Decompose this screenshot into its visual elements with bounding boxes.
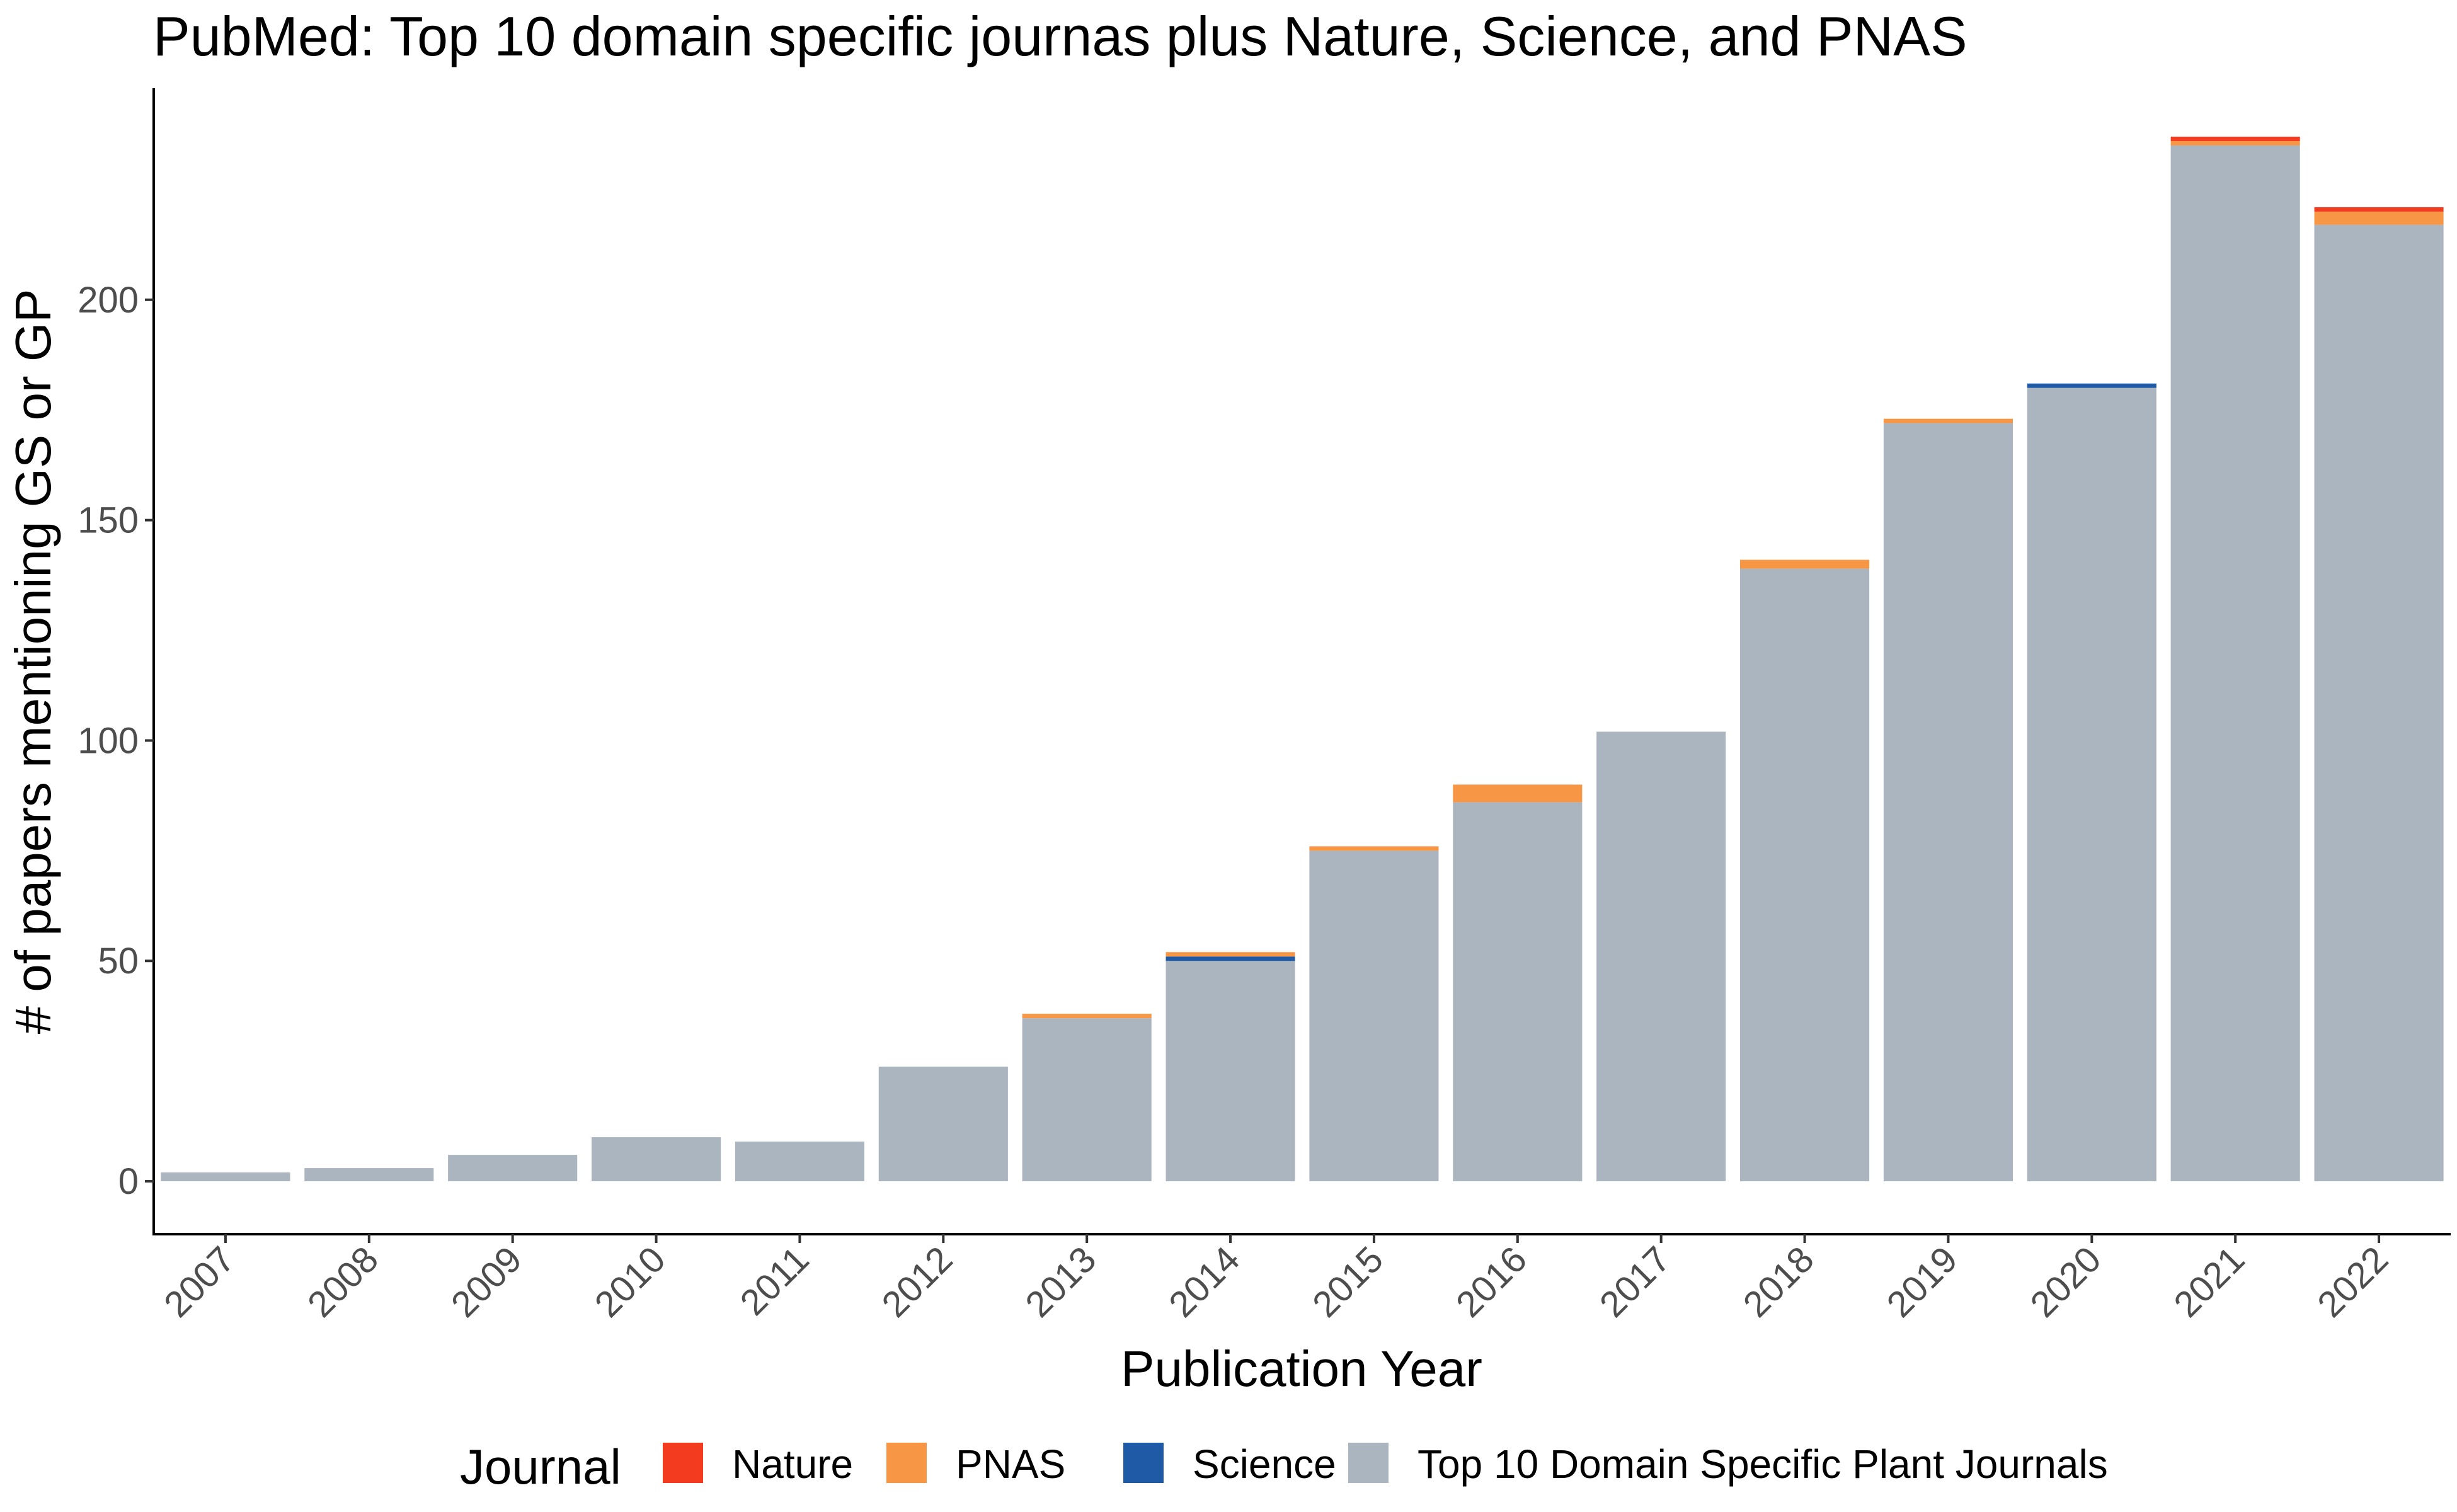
- x-tick-label: 2015: [1305, 1239, 1391, 1325]
- x-axis-title: Publication Year: [1121, 1341, 1482, 1397]
- bar-2019-pnas: [1883, 418, 2013, 423]
- bar-2015-pnas: [1309, 846, 1439, 851]
- bar-2020-top-10-domain-specific-plant-journals: [2027, 387, 2156, 1182]
- bar-2013-pnas: [1022, 1014, 1152, 1019]
- bar-2018-top-10-domain-specific-plant-journals: [1740, 568, 1870, 1182]
- x-tick-label: 2021: [2166, 1239, 2252, 1325]
- x-tick-label: 2014: [1161, 1239, 1247, 1325]
- bar-2010-top-10-domain-specific-plant-journals: [592, 1137, 721, 1182]
- legend-title: Journal: [460, 1439, 621, 1494]
- bar-2013-top-10-domain-specific-plant-journals: [1022, 1018, 1152, 1182]
- y-tick-label: 200: [77, 280, 139, 321]
- bar-2022-nature: [2314, 207, 2444, 212]
- x-tick-label: 2011: [732, 1239, 816, 1323]
- bar-2016-pnas: [1453, 784, 1583, 803]
- x-tick-label: 2022: [2310, 1239, 2396, 1325]
- bar-2018-pnas: [1740, 559, 1870, 569]
- bars-layer: [161, 136, 2444, 1182]
- bar-2022-pnas: [2314, 211, 2444, 225]
- x-tick-label: 2012: [874, 1239, 960, 1325]
- x-tick-label: 2020: [2022, 1239, 2109, 1325]
- legend-label-nature: Nature: [732, 1441, 853, 1487]
- bar-2015-top-10-domain-specific-plant-journals: [1309, 850, 1439, 1182]
- bar-2011-top-10-domain-specific-plant-journals: [735, 1142, 864, 1182]
- axes-layer: [152, 88, 2451, 1235]
- bar-2014-science: [1166, 956, 1295, 961]
- x-tick-label: 2013: [1017, 1239, 1104, 1325]
- x-tick-label: 2008: [300, 1239, 386, 1325]
- legend: Journal Nature PNAS Science Top 10 Domain S…: [460, 1439, 2108, 1494]
- legend-key-pnas: [886, 1443, 927, 1483]
- bar-2012-top-10-domain-specific-plant-journals: [878, 1067, 1008, 1182]
- y-tick-label: 100: [77, 720, 139, 761]
- legend-label-top-10-domain-specific-plant-journals: Top 10 Domain Specific Plant Journals: [1418, 1441, 2108, 1487]
- bar-2019-top-10-domain-specific-plant-journals: [1883, 423, 2013, 1182]
- bar-2008-top-10-domain-specific-plant-journals: [304, 1168, 434, 1182]
- bar-2017-top-10-domain-specific-plant-journals: [1596, 731, 1726, 1182]
- bar-2020-science: [2027, 383, 2156, 388]
- bar-2014-top-10-domain-specific-plant-journals: [1166, 961, 1295, 1182]
- x-tick-label: 2007: [156, 1239, 243, 1325]
- bar-2014-pnas: [1166, 952, 1295, 957]
- y-ticks: 0 50 100 150 200: [77, 280, 154, 1202]
- legend-key-science: [1123, 1443, 1164, 1483]
- legend-label-pnas: PNAS: [956, 1441, 1065, 1487]
- x-tick-label: 2010: [587, 1239, 673, 1325]
- x-tick-label: 2016: [1448, 1239, 1535, 1325]
- y-tick-label: 50: [98, 941, 139, 982]
- chart-title: PubMed: Top 10 domain specific journas p…: [153, 5, 1967, 67]
- bar-2021-pnas: [2170, 140, 2300, 146]
- y-tick-label: 150: [77, 500, 139, 541]
- legend-key-top-10-domain-specific-plant-journals: [1348, 1443, 1389, 1483]
- bar-2022-top-10-domain-specific-plant-journals: [2314, 224, 2444, 1182]
- legend-key-nature: [663, 1443, 703, 1483]
- bar-2021-nature: [2170, 136, 2300, 141]
- bar-2007-top-10-domain-specific-plant-journals: [161, 1172, 290, 1182]
- x-ticks: 2007 2008 2009 2010 2011 2012 2013 2014 2015 2016…: [156, 1234, 2396, 1325]
- bar-2021-top-10-domain-specific-plant-journals: [2170, 145, 2300, 1182]
- x-tick-label: 2009: [444, 1239, 530, 1325]
- y-tick-label: 0: [118, 1161, 139, 1202]
- x-tick-label: 2017: [1592, 1239, 1678, 1325]
- x-tick-label: 2019: [1879, 1239, 1965, 1325]
- x-tick-label: 2018: [1736, 1239, 1822, 1325]
- bar-2016-top-10-domain-specific-plant-journals: [1453, 802, 1583, 1182]
- bar-2009-top-10-domain-specific-plant-journals: [448, 1155, 578, 1182]
- legend-label-science: Science: [1193, 1441, 1336, 1487]
- y-axis-title: # of papers mentioning GS or GP: [5, 289, 61, 1034]
